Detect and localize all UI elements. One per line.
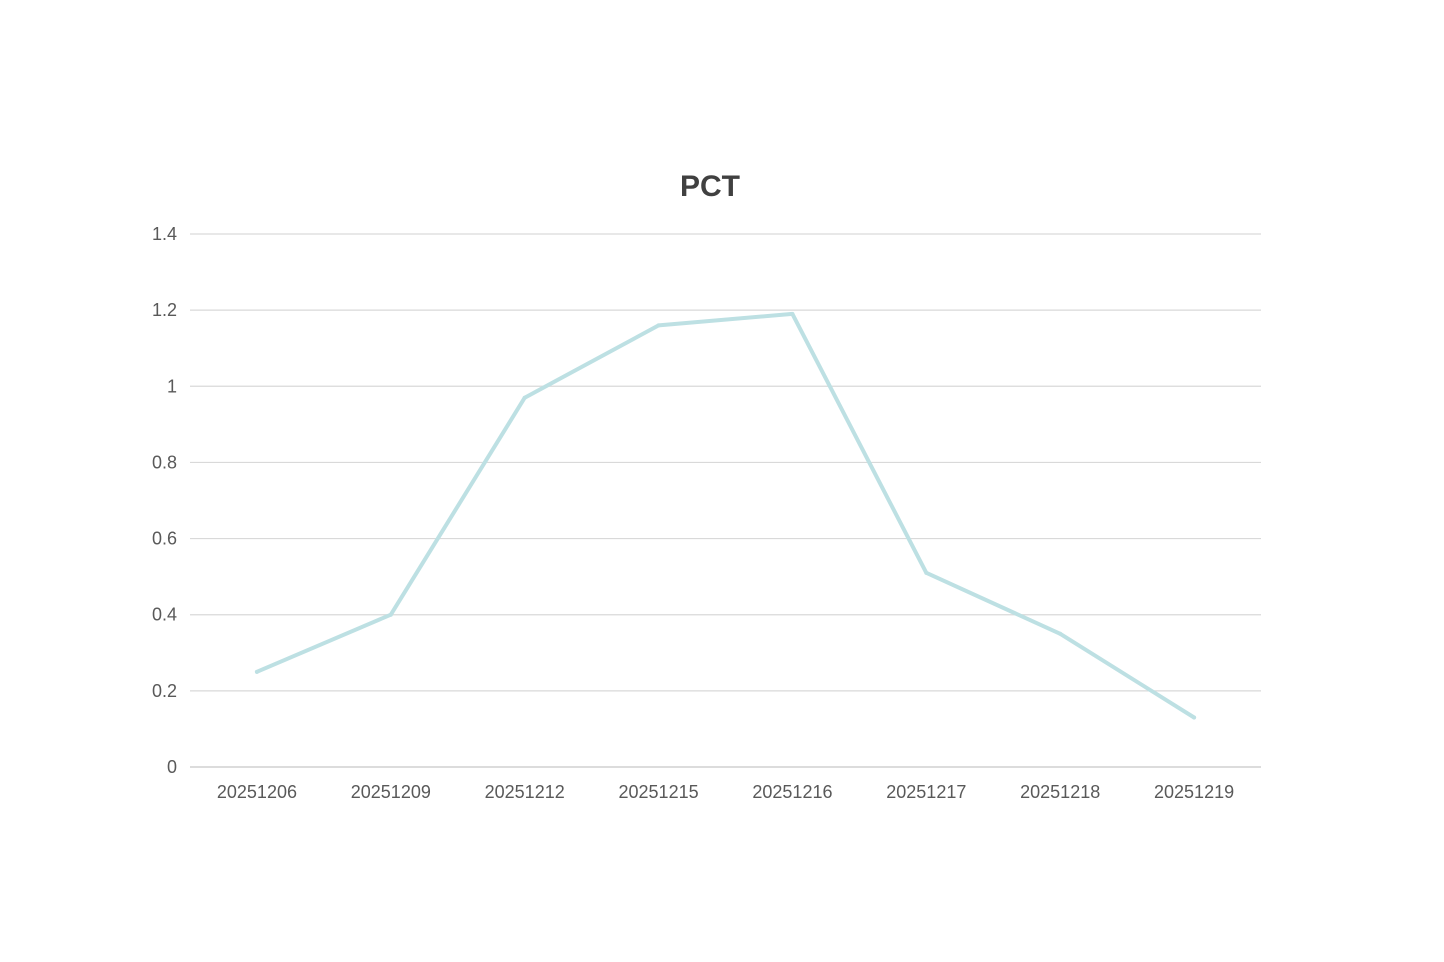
y-tick-label: 1 xyxy=(167,376,177,396)
y-tick-label: 0.2 xyxy=(152,681,177,701)
x-axis-tick-labels: 20251206 20251209 20251212 20251215 20251216… xyxy=(217,782,1234,802)
y-axis-tick-labels: 0 0.2 0.4 0.6 0.8 1 1.2 1.4 xyxy=(152,224,177,777)
data-point xyxy=(1058,631,1063,636)
x-tick-label: 20251219 xyxy=(1154,782,1234,802)
y-tick-label: 0.6 xyxy=(152,529,177,549)
data-point xyxy=(388,612,393,617)
y-tick-label: 1.4 xyxy=(152,224,177,244)
x-tick-label: 20251217 xyxy=(886,782,966,802)
series-layer xyxy=(254,311,1197,720)
data-point xyxy=(656,323,661,328)
data-point xyxy=(1192,715,1197,720)
y-tick-label: 0.8 xyxy=(152,452,177,472)
y-tick-label: 1.2 xyxy=(152,300,177,320)
data-point xyxy=(790,311,795,316)
gridlines xyxy=(190,233,1261,768)
y-tick-label: 0 xyxy=(167,757,177,777)
x-tick-label: 20251215 xyxy=(619,782,699,802)
data-point xyxy=(522,395,527,400)
x-tick-label: 20251218 xyxy=(1020,782,1100,802)
chart-title: PCT xyxy=(680,170,740,203)
x-tick-label: 20251209 xyxy=(351,782,431,802)
data-point xyxy=(254,669,259,674)
x-tick-label: 20251216 xyxy=(752,782,832,802)
data-point xyxy=(924,570,929,575)
x-tick-label: 20251206 xyxy=(217,782,297,802)
series-line xyxy=(254,311,1197,720)
x-tick-label: 20251212 xyxy=(485,782,565,802)
y-tick-label: 0.4 xyxy=(152,605,177,625)
